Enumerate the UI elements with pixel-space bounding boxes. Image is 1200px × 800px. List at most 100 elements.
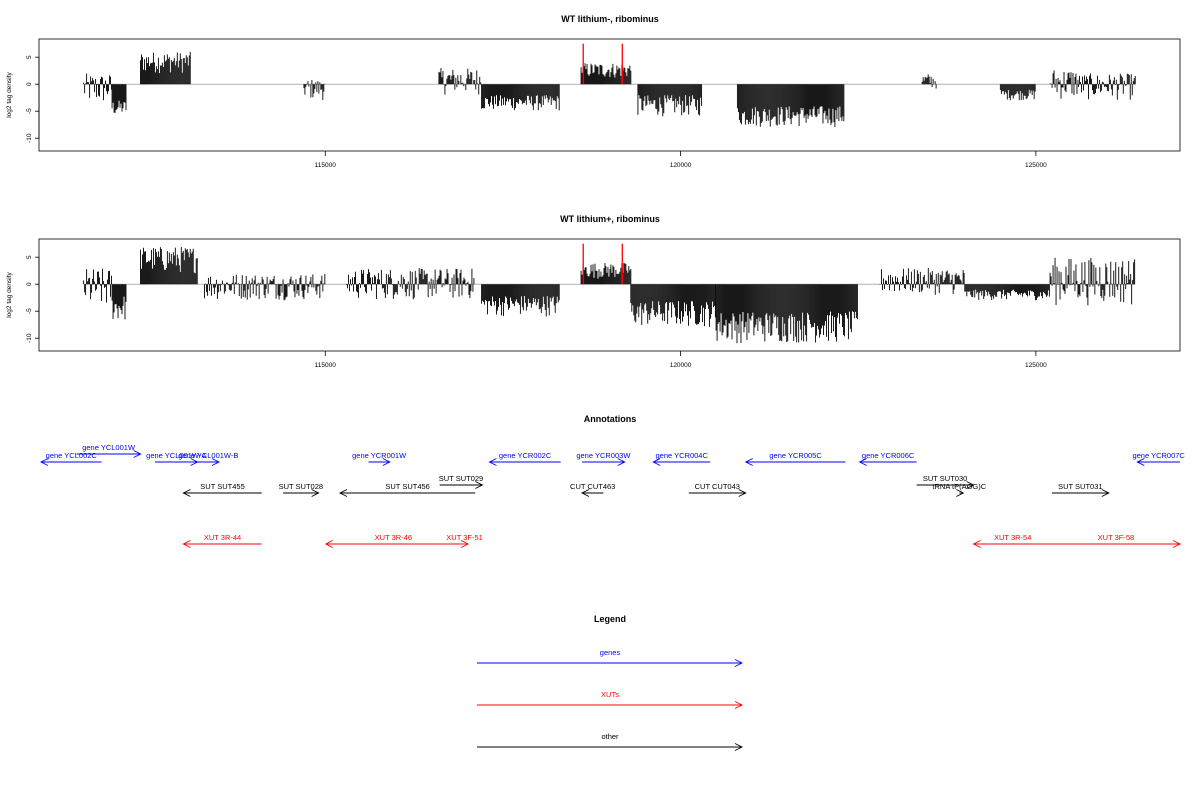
arrow-head [581,489,590,497]
arrow-head [211,458,220,466]
y-axis: 5 0 -5 -10 [26,255,40,343]
arrow-head [966,481,975,489]
annotation-label: gene YCL001W-B [178,451,238,460]
x-tick-label: 125000 [1025,162,1047,169]
x-axis: 115000 120000 125000 [315,151,1047,169]
legend-arrow [477,743,744,751]
x-axis: 115000 120000 125000 [315,351,1047,369]
annotation-label: gene YCR006C [862,451,915,460]
annotation-label: XUT 3R-54 [994,533,1031,542]
annotation-arrow [182,540,262,548]
x-tick-label: 125000 [1025,362,1047,369]
arrow-head [460,540,470,548]
annotation-arrow [688,489,747,497]
annotation-arrow [39,458,102,466]
arrow-head [1101,489,1110,497]
arrow-head [956,489,965,497]
legend-items: genes XUTs other [477,648,744,751]
arrow-head [133,450,142,458]
annotation-label: SUT SUT455 [200,482,244,491]
arrow-head [39,458,49,466]
arrow-head [858,458,867,466]
x-tick-label: 120000 [670,162,692,169]
annotation-arrow [744,458,846,466]
annotation-label: gene YCR002C [499,451,552,460]
annotation-label: gene YCR001W [352,451,407,460]
arrow-head [652,458,661,466]
y-tick-label: 5 [26,55,33,59]
annotation-label: CUT CUT463 [570,482,615,491]
annotation-label: gene YCL001W-A [146,451,206,460]
annotation-arrow [916,481,975,489]
arrow-head [382,458,391,466]
y-tick-label: -5 [26,108,33,114]
annotation-label: gene YCR003W [576,451,631,460]
legend-arrow [477,659,744,667]
annotation-label: XUT 3R-46 [375,533,412,542]
annotation-label: SUT SUT030 [923,474,967,483]
arrow-head [1172,540,1182,548]
annotations-title: Annotations [584,414,637,424]
annotation-label: tRNA tP(AGG)C [932,482,986,491]
annotation-arrow [972,540,1052,548]
annotation-arrow [283,489,320,497]
arrow-head [734,743,744,751]
density-bars [83,243,1136,344]
y-tick-label: -10 [26,333,33,343]
arrow-head [617,458,626,466]
density-panel-lithium-minus: WT lithium-, ribominus log2 tag density … [6,14,1181,169]
annotation-arrow [324,540,462,548]
annotation-arrow [582,458,626,466]
arrow-head [1136,458,1145,466]
y-axis: 5 0 -5 -10 [26,55,40,143]
y-tick-label: 0 [26,282,33,286]
annotation-arrow [956,489,965,497]
annotation-arrow [460,540,470,548]
annotation-arrow [858,458,917,466]
arrow-head [182,540,191,548]
arrow-head [734,659,744,667]
annotation-label: gene YCR004C [655,451,708,460]
annotation-arrow [1051,489,1110,497]
annotation-label: XUT 3R-44 [204,533,241,542]
y-tick-label: -10 [26,133,33,143]
annotation-label: gene YCR007C [1132,451,1185,460]
arrow-head [972,540,981,548]
arrow-head [744,458,753,466]
y-tick-label: 5 [26,255,33,259]
annotation-label: gene YCR005C [769,451,822,460]
annotation-arrow [581,489,604,497]
arrow-head [324,540,333,548]
y-axis-label: log2 tag density [6,71,13,117]
x-tick-label: 115000 [315,362,337,369]
annotation-label: CUT CUT043 [695,482,740,491]
annotation-label: gene YCL002C [46,451,98,460]
annotation-arrow [1136,458,1180,466]
panel-title: WT lithium-, ribominus [561,14,659,24]
legend: Legend genes XUTs other [477,614,744,751]
annotation-arrow [338,489,476,497]
plot-frame [38,238,1181,352]
annotation-label: SUT SUT456 [385,482,429,491]
annotation-label: gene YCL001W [82,443,136,452]
annotation-arrow [197,458,220,466]
legend-arrow [477,701,744,709]
legend-label: genes [600,648,621,657]
annotation-arrow [488,458,561,466]
y-tick-label: -5 [26,308,33,314]
arrow-head [738,489,747,497]
legend-label: other [601,732,619,741]
annotation-arrow [652,458,711,466]
legend-label: XUTs [601,690,619,699]
arrow-head [182,489,191,497]
annotation-arrow [76,450,142,458]
y-axis-label: log2 tag density [6,271,13,317]
arrow-head [311,489,320,497]
annotation-label: SUT SUT028 [279,482,323,491]
panel-title: WT lithium+, ribominus [560,214,660,224]
density-bars [83,43,1136,127]
annotation-label: SUT SUT031 [1058,482,1102,491]
